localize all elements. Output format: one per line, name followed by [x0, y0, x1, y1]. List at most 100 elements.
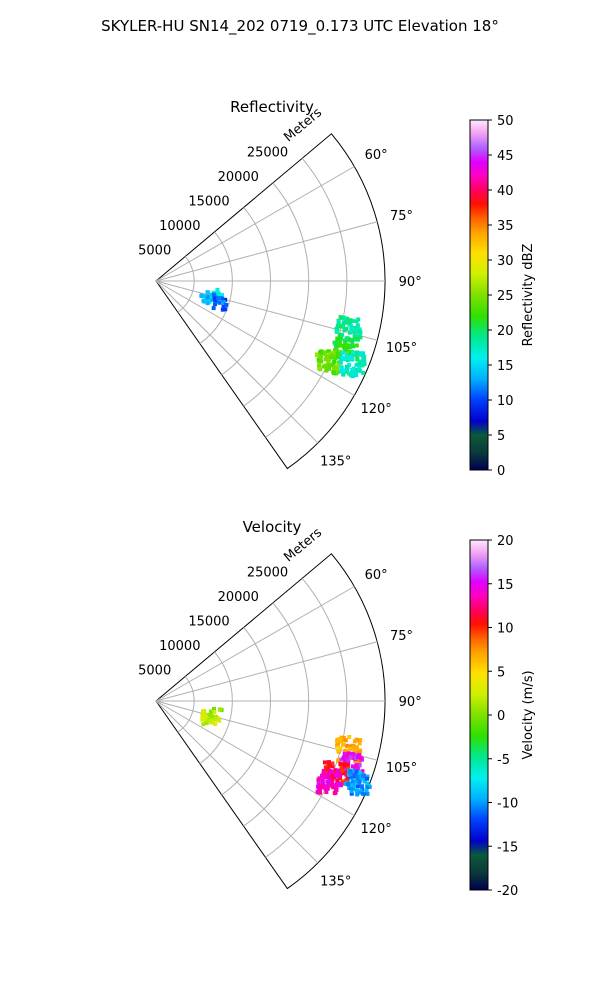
echo-pixel: [336, 769, 341, 774]
echo-pixel: [350, 367, 355, 372]
echo-pixel: [334, 783, 339, 788]
radial-tick-label: 15000: [188, 194, 229, 209]
echo-pixel: [334, 773, 339, 778]
grid-ray: [155, 280, 319, 444]
echo-pixel: [349, 791, 354, 796]
echo-pixel: [211, 292, 216, 297]
echo-pixel: [205, 290, 210, 295]
echo-pixel: [348, 769, 353, 774]
echo-pixel: [208, 719, 213, 724]
echo-pixel: [349, 356, 354, 361]
radial-tick-label: 15000: [188, 614, 229, 629]
angle-tick-label: 135°: [320, 455, 351, 470]
echo-pixel: [353, 332, 358, 337]
echo-pixel: [345, 343, 350, 348]
echo-pixel: [360, 363, 365, 368]
echo-pixel: [335, 370, 340, 375]
colorbar-tick-label: 30: [497, 254, 514, 269]
echo-pixel: [350, 751, 355, 756]
echo-pixel: [351, 779, 356, 784]
colorbar-tick-label: 15: [497, 359, 514, 374]
echo-pixel: [349, 789, 354, 794]
echo-pixel: [346, 751, 351, 756]
colorbar-tick-label: -20: [497, 884, 518, 899]
echo-pixel: [320, 779, 325, 784]
echo-pixel: [326, 772, 331, 777]
echo-pixel: [315, 790, 320, 795]
echo-pixel: [344, 743, 349, 748]
echo-pixel: [212, 706, 217, 711]
echo-pixel: [213, 721, 218, 726]
echo-pixel: [340, 332, 345, 337]
echo-pixel: [357, 329, 362, 334]
echo-pixel: [217, 300, 222, 305]
echo-pixel: [317, 350, 322, 355]
echo-pixel: [365, 774, 370, 779]
echo-pixel: [357, 763, 362, 768]
echo-pixel: [352, 739, 357, 744]
grid-arc: [177, 256, 195, 313]
panel-1: 500010000150002000025000Meters60°75°90°1…: [138, 518, 536, 899]
grid-arc: [265, 158, 348, 438]
echo-pixel: [327, 774, 332, 779]
echo-pixel: [348, 786, 353, 791]
echo-pixel: [200, 713, 205, 718]
echo-pixel: [352, 766, 357, 771]
echo-pixel: [209, 709, 214, 714]
echo-pixel: [346, 782, 351, 787]
radial-tick-label: 20000: [218, 590, 259, 605]
grid-arc: [243, 602, 310, 827]
colorbar-tick-label: 20: [497, 324, 514, 339]
echo-pixel: [339, 765, 344, 770]
echo-pixel: [344, 367, 349, 372]
echo-pixel: [324, 789, 329, 794]
colorbar-tick-label: 10: [497, 394, 514, 409]
echo-pixel: [345, 318, 350, 323]
echo-pixel: [335, 738, 340, 743]
echo-pixel: [319, 359, 324, 364]
panel-0: 500010000150002000025000Meters60°75°90°1…: [138, 98, 536, 479]
echo-pixel: [223, 297, 228, 302]
echo-pixel: [342, 762, 347, 767]
echo-pixel: [329, 769, 334, 774]
echo-pixel: [357, 741, 362, 746]
echo-pixel: [354, 763, 359, 768]
echo-pixel: [361, 370, 366, 375]
echo-pixel: [350, 319, 355, 324]
echo-pixel: [358, 738, 363, 743]
echo-pixel: [329, 779, 334, 784]
echo-pixel: [354, 373, 359, 378]
echo-pixel: [199, 294, 204, 299]
echo-pixel: [338, 772, 343, 777]
echo-pixel: [213, 717, 218, 722]
panel-title: Reflectivity: [230, 98, 314, 116]
echo-pixel: [332, 359, 337, 364]
grid-arc: [265, 578, 348, 858]
radial-tick-label: 20000: [218, 170, 259, 185]
echo-pixel: [347, 363, 352, 368]
echo-pixel: [337, 781, 342, 786]
echo-pixel: [337, 757, 342, 762]
echo-pixel: [323, 357, 328, 362]
echo-pixel: [361, 773, 366, 778]
echo-pixel: [321, 771, 326, 776]
echo-pixel: [327, 781, 332, 786]
echo-pixel: [324, 354, 329, 359]
echo-pixel: [334, 329, 339, 334]
colorbar-tick-label: 20: [497, 534, 514, 549]
echo-pixel: [204, 721, 209, 726]
angle-tick-label: 75°: [390, 629, 413, 644]
echo-pixel: [317, 790, 322, 795]
echo-pixel: [327, 366, 332, 371]
echo-pixel: [355, 367, 360, 372]
echo-pixel: [351, 344, 356, 349]
echo-pixel: [343, 738, 348, 743]
grid-arc: [199, 231, 233, 344]
echo-pixel: [337, 332, 342, 337]
echo-pixel: [203, 712, 208, 717]
echo-pixel: [338, 360, 343, 365]
echo-pixel: [328, 763, 333, 768]
echo-pixel: [336, 741, 341, 746]
angle-tick-label: 105°: [386, 341, 417, 356]
echo-pixel: [356, 362, 361, 367]
